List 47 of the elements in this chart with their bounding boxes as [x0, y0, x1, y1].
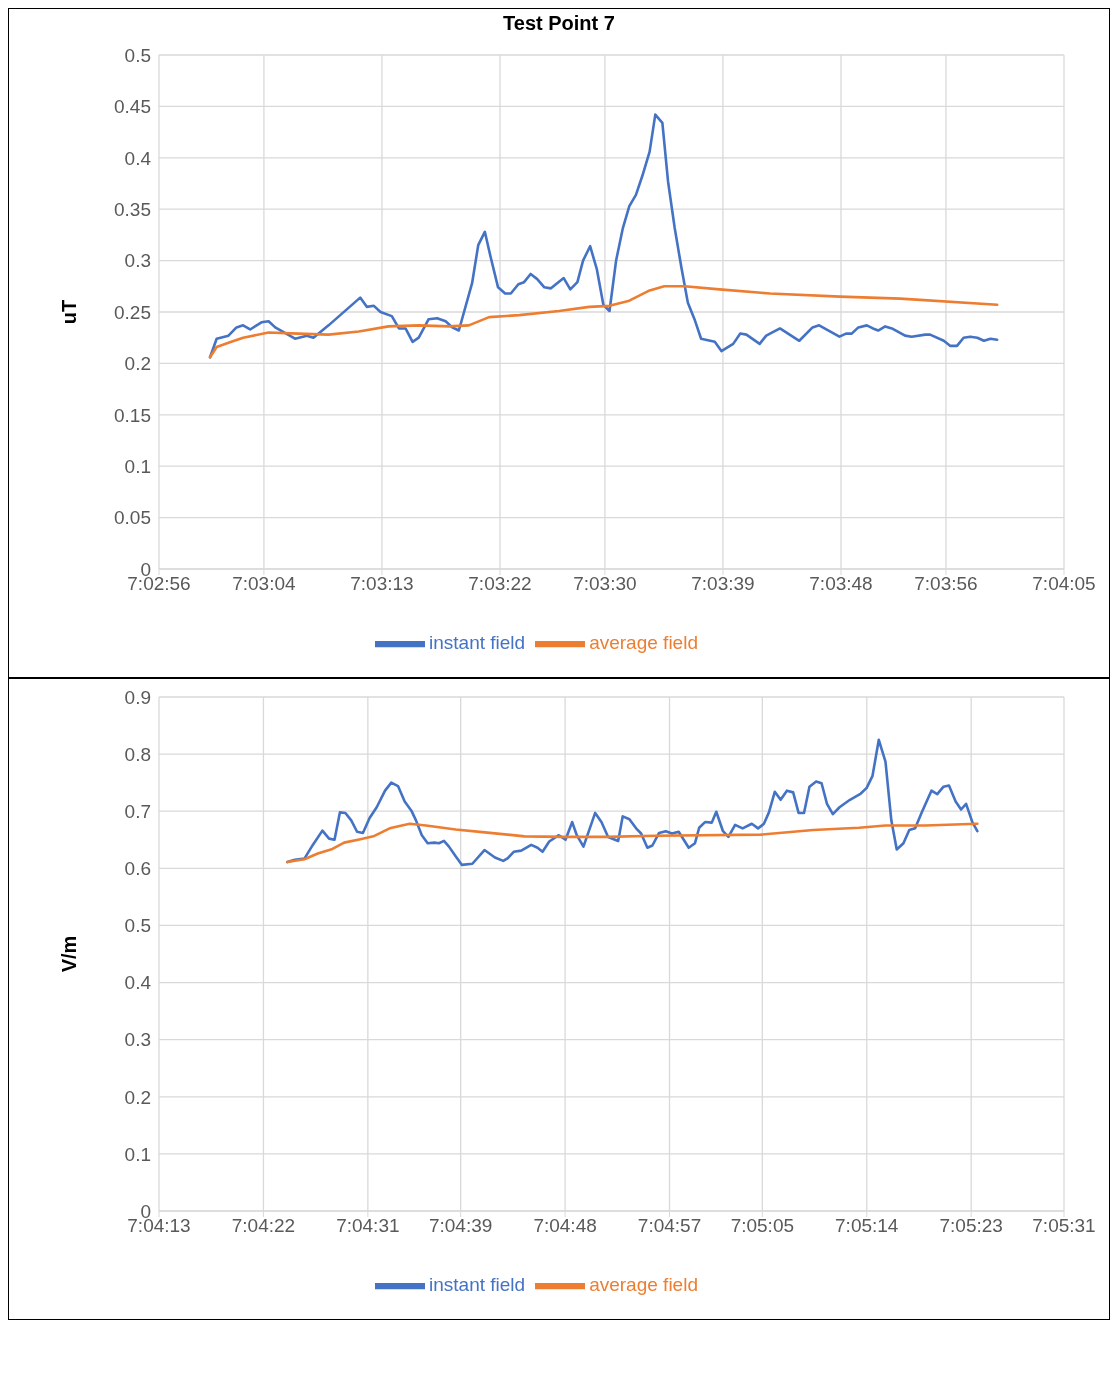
x-tick-label: 7:04:31 [336, 1215, 400, 1237]
x-tick-label: 7:03:30 [573, 573, 637, 595]
y-tick-label: 0.05 [114, 507, 151, 529]
y-axis-title: V/m [58, 935, 81, 973]
chart-title: Test Point 7 [502, 11, 616, 36]
x-tick-label: 7:05:05 [730, 1215, 795, 1237]
x-tick-label: 7:05:31 [1032, 1215, 1096, 1237]
x-tick-label: 7:03:48 [809, 573, 873, 595]
x-tick-label: 7:05:14 [835, 1215, 899, 1237]
x-tick-label: 7:04:57 [637, 1215, 702, 1237]
x-tick-label: 7:03:04 [232, 573, 297, 595]
x-tick-label: 7:04:05 [1032, 573, 1096, 595]
legend-label: average field [589, 632, 698, 654]
y-tick-label: 0.35 [114, 198, 151, 220]
x-tick-label: 7:03:13 [350, 573, 414, 595]
y-tick-label: 0.1 [124, 455, 151, 477]
y-tick-label: 0.15 [114, 404, 151, 426]
x-tick-label: 7:04:39 [428, 1215, 493, 1237]
y-tick-label: 0.4 [124, 147, 152, 169]
y-tick-label: 0.45 [114, 96, 151, 118]
legend-label: instant field [429, 1274, 526, 1296]
x-tick-label: 7:05:23 [939, 1215, 1003, 1237]
line-series [286, 822, 979, 864]
y-tick-label: 0.7 [124, 800, 151, 822]
x-tick-label: 7:03:22 [468, 573, 532, 595]
y-tick-label: 0.3 [124, 1029, 151, 1051]
legend-label: average field [589, 1274, 698, 1296]
x-tick-label: 7:03:56 [914, 573, 978, 595]
line-series [286, 738, 979, 867]
y-tick-label: 0.2 [124, 1086, 151, 1108]
y-tick-label: 0.2 [124, 353, 151, 375]
y-tick-label: 0.4 [124, 972, 152, 994]
y-tick-label: 0.5 [124, 44, 151, 66]
y-tick-label: 0.8 [124, 743, 151, 765]
y-tick-label: 0.6 [124, 858, 151, 880]
x-tick-label: 7:03:39 [691, 573, 755, 595]
y-tick-label: 0.5 [124, 915, 151, 937]
x-tick-label: 7:04:48 [533, 1215, 597, 1237]
y-tick-label: 0.3 [124, 250, 151, 272]
y-axis-title: uT [58, 299, 81, 325]
legend-label: instant field [429, 632, 526, 654]
x-tick-label: 7:04:22 [231, 1215, 296, 1237]
y-tick-label: 0.25 [114, 301, 151, 323]
line-series [208, 285, 999, 359]
line-series [208, 113, 999, 359]
y-tick-label: 0.9 [124, 686, 151, 708]
y-tick-label: 0.1 [124, 1143, 151, 1165]
